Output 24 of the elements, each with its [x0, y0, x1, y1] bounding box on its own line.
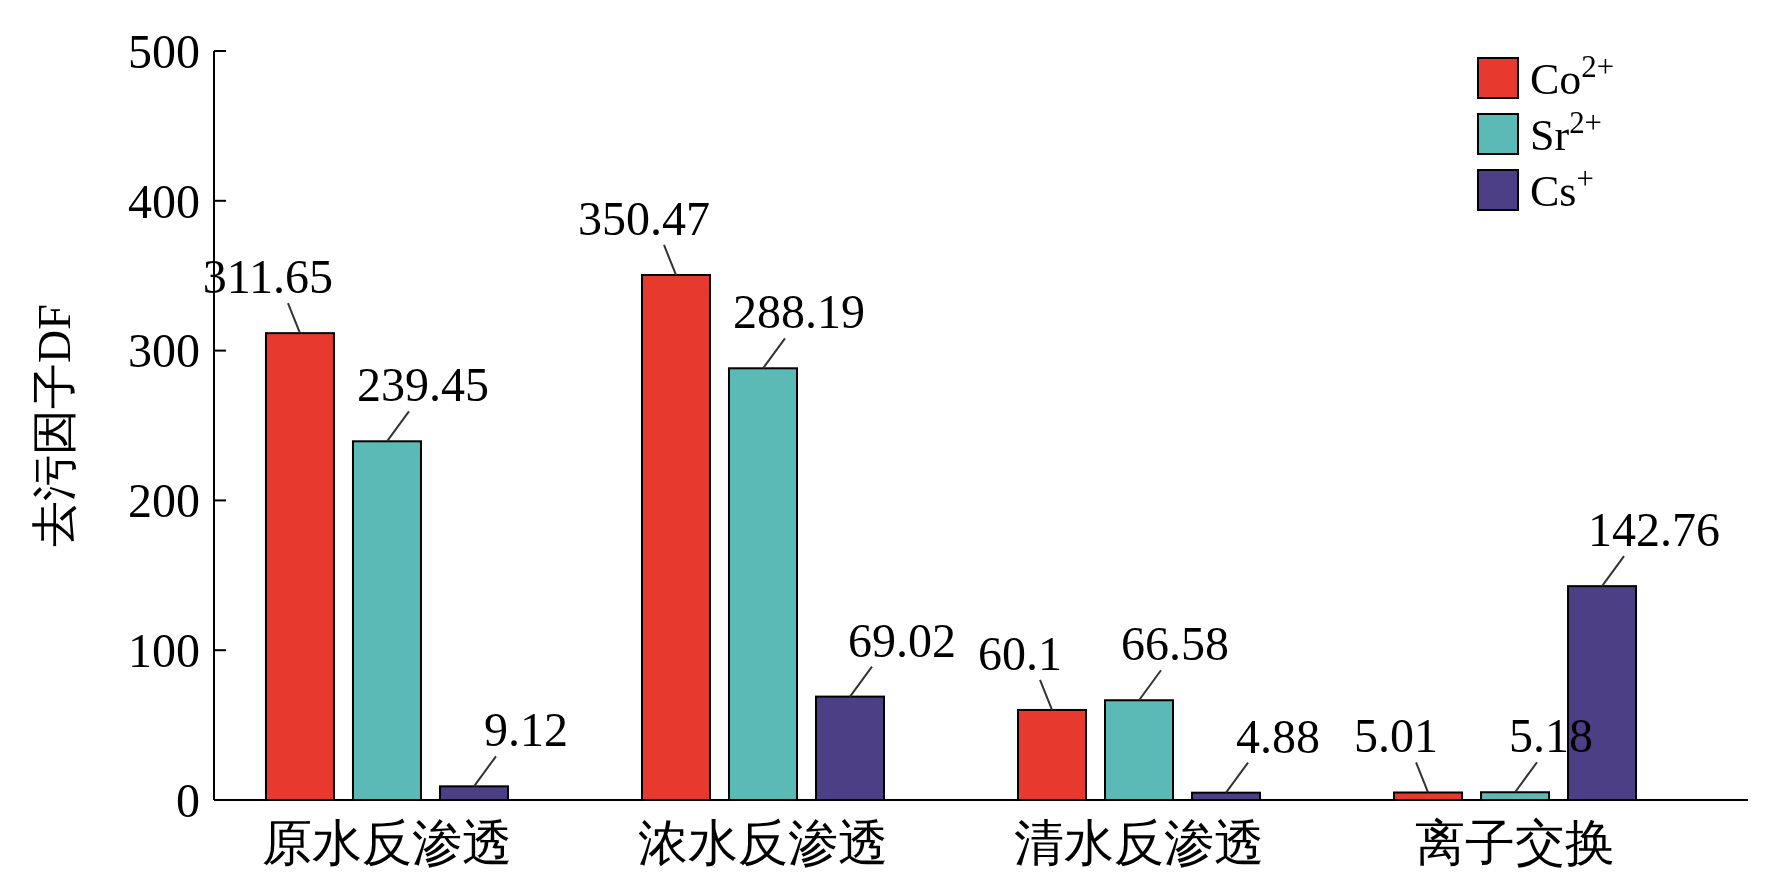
- data-label: 60.1: [978, 626, 1063, 680]
- data-label: 239.45: [356, 358, 489, 412]
- y-tick-label: 300: [128, 324, 200, 378]
- y-tick-label: 500: [128, 24, 200, 78]
- data-label: 9.12: [483, 703, 568, 757]
- data-label: 350.47: [577, 192, 710, 245]
- y-tick-label: 0: [176, 773, 200, 827]
- data-label: 5.01: [1354, 709, 1439, 763]
- y-tick-label: 100: [128, 624, 200, 677]
- x-tick-label: 原水反渗透: [261, 815, 512, 871]
- data-label: 69.02: [847, 613, 956, 667]
- x-tick-label: 离子交换: [1415, 815, 1616, 871]
- legend-label: Co$^{2+}$: [1530, 50, 1615, 104]
- y-axis-title: 去污因子DF: [29, 304, 80, 547]
- y-tick-label: 200: [128, 474, 200, 528]
- data-label: 66.58: [1121, 617, 1230, 671]
- data-label: 142.76: [1588, 503, 1721, 557]
- x-tick-label: 浓水反渗透: [637, 815, 888, 871]
- x-tick-label: 清水反渗透: [1014, 815, 1265, 871]
- data-label: 4.88: [1236, 709, 1321, 763]
- data-label: 288.19: [732, 285, 865, 339]
- y-tick-label: 400: [128, 174, 200, 228]
- legend-label: Sr$^{2+}$: [1530, 106, 1602, 160]
- legend-label: Cs$^{+}$: [1530, 162, 1594, 216]
